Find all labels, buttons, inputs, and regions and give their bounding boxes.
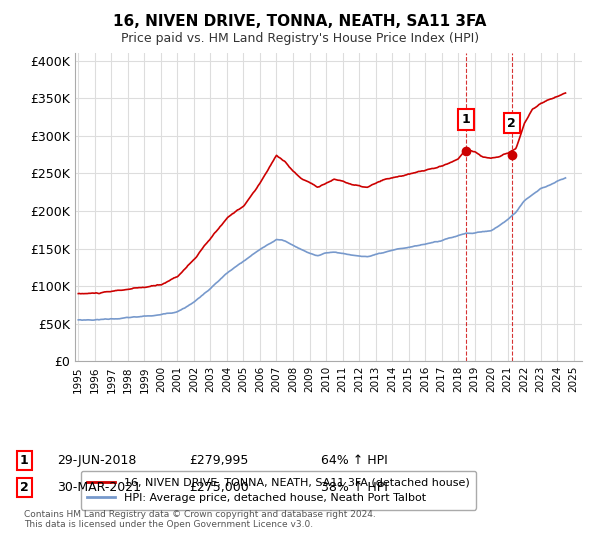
Text: £275,000: £275,000 [189,480,249,494]
Text: 64% ↑ HPI: 64% ↑ HPI [321,454,388,467]
Text: 1: 1 [20,454,28,467]
Text: 2: 2 [20,480,28,494]
Text: 16, NIVEN DRIVE, TONNA, NEATH, SA11 3FA: 16, NIVEN DRIVE, TONNA, NEATH, SA11 3FA [113,14,487,29]
Text: 2: 2 [507,116,516,129]
Text: 30-MAR-2021: 30-MAR-2021 [57,480,141,494]
Text: 29-JUN-2018: 29-JUN-2018 [57,454,136,467]
Text: Contains HM Land Registry data © Crown copyright and database right 2024.
This d: Contains HM Land Registry data © Crown c… [24,510,376,529]
Text: 1: 1 [462,113,470,126]
Legend: 16, NIVEN DRIVE, TONNA, NEATH, SA11 3FA (detached house), HPI: Average price, de: 16, NIVEN DRIVE, TONNA, NEATH, SA11 3FA … [80,471,476,510]
Text: 38% ↑ HPI: 38% ↑ HPI [321,480,388,494]
Text: Price paid vs. HM Land Registry's House Price Index (HPI): Price paid vs. HM Land Registry's House … [121,32,479,45]
Text: £279,995: £279,995 [189,454,248,467]
